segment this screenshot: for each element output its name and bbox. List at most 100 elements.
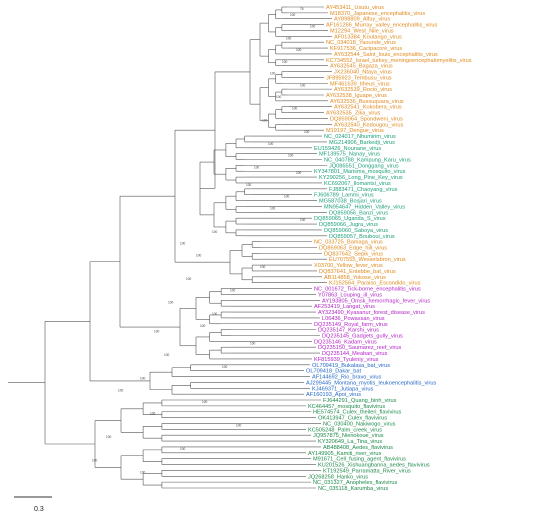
bootstrap-values: 76 100 100 100 100 100 100 100 100 100 100 100 100 10… xyxy=(92,7,316,474)
taxon-label: KC734552_Israel_turkey_meningoencephalom… xyxy=(326,58,472,64)
taxon-label: AY632541_Kokobera_virus xyxy=(334,105,402,111)
taxon-label: MF461639_Ilheus_virus xyxy=(330,81,390,87)
bootstrap-value: 100 xyxy=(236,423,242,427)
taxon-label: AF013384_Koutango_virus xyxy=(334,34,402,40)
bootstrap-value: 100 xyxy=(254,165,260,169)
taxon-label: DQ859056_Banzi_virus xyxy=(329,210,388,216)
taxon-label: NC_030400_Nakiwogo_virus xyxy=(323,421,396,427)
taxon-label: DQ859066_Jugra_virus xyxy=(319,222,378,228)
taxon-label: KC464457_mosquito_flavivirus xyxy=(308,404,385,410)
bootstrap-value: 100 xyxy=(284,195,290,199)
taxon-label: KC692067_Ilomantsi_virus xyxy=(324,181,391,187)
taxon-label: FJ606789_Lammi_virus xyxy=(314,193,374,199)
taxon-label: HE574574_Culex_theileri_flavivirus xyxy=(313,410,402,416)
bootstrap-value: 100 xyxy=(118,388,124,392)
taxon-label: AF161266_Murray_valley_encephalitis_viru… xyxy=(326,23,438,29)
bootstrap-value: 100 xyxy=(290,13,296,17)
taxon-label: DQ859064_Spondweni_virus xyxy=(330,116,403,122)
bootstrap-value: 100 xyxy=(292,107,298,111)
taxon-label: KF815939_Tyuleniy_virus xyxy=(314,357,379,363)
taxon-label: AY632540_Kedougou_virus xyxy=(334,122,403,128)
taxon-label: X03700_Yellow_fever_virus xyxy=(314,263,383,269)
taxon-label: M12294_West_Nile_virus xyxy=(330,28,394,34)
bootstrap-value: 100 xyxy=(260,265,266,269)
taxon-label: DQ859063_Edge_hill_virus xyxy=(319,246,387,252)
taxon-label: DQ235144_Meaban_virus xyxy=(322,351,388,357)
taxon-label: MN954647_Hidden_Valley_virus xyxy=(324,204,405,210)
taxon-label: NC_024017_Nhumirim_virus xyxy=(324,134,396,140)
taxon-label: JF895923_Tembusu_virus xyxy=(326,75,392,81)
bootstrap-value: 100 xyxy=(296,171,302,175)
taxon-label: AB114858_Yokose_virus xyxy=(324,275,386,281)
bootstrap-value: 100 xyxy=(270,206,276,210)
taxon-label: OL709419_Bukalasa_bat_virus xyxy=(312,363,390,369)
scale-bar-label: 0.3 xyxy=(34,506,44,513)
bootstrap-value: 100 xyxy=(202,400,208,404)
taxon-label: AY632538_Iguape_virus xyxy=(326,93,387,99)
bootstrap-value: 100 xyxy=(186,277,192,281)
bootstrap-value: 100 xyxy=(140,377,146,381)
bootstrap-value: 100 xyxy=(92,459,98,463)
taxon-label: DQ235145_Gadgets_gully_virus xyxy=(322,333,403,339)
taxon-label: AY632535_Zika_virus xyxy=(326,111,381,117)
taxon-label: DQ859060_Saboya_virus xyxy=(324,228,388,234)
taxon-label: AY323490_Kyasanur_forest_disease_virus xyxy=(318,310,425,316)
taxon-label: DQ859065_Uganda_S_virus xyxy=(314,216,386,222)
taxon-label: DQ235147_Karshi_virus xyxy=(318,328,379,334)
taxon-label: DQ837641_Entebbe_bat_virus xyxy=(319,269,396,275)
taxon-label: DQ235149_Royal_farm_virus xyxy=(314,322,388,328)
bootstrap-value: 100 xyxy=(106,435,112,439)
taxon-label: M91671_Cell_fusing_agent_flavivirus xyxy=(313,457,406,463)
bootstrap-value: 100 xyxy=(140,470,146,474)
taxon-label: DQ235150_Saumarez_reef_virus xyxy=(318,345,402,351)
bootstrap-value: 76 xyxy=(300,7,304,11)
bootstrap-value: 100 xyxy=(262,118,268,122)
taxon-label: NC_001672_Tick-borne_encephalitis_virus xyxy=(314,287,421,293)
bootstrap-value: 100 xyxy=(196,253,202,257)
bootstrap-value: 100 xyxy=(246,183,252,187)
taxon-label: AY149905_Kamiti_river_virus xyxy=(308,451,381,457)
taxon-label: KC505248_Palm_creek_virus xyxy=(308,427,382,433)
bootstrap-value: 100 xyxy=(310,25,316,29)
taxon-label: EU707555_Wesselsbron_virus xyxy=(329,257,406,263)
taxon-label: M19197_Dengue_virus xyxy=(326,128,384,134)
taxon-label: JX236040_Ntaya_virus xyxy=(334,70,392,76)
taxon-label: OL709418_Dakar_bat xyxy=(306,369,361,375)
bootstrap-value: 100 xyxy=(200,324,206,328)
tip-labels: AY453411_Usutu_virusM18370_Japanese_ence… xyxy=(306,5,472,492)
taxon-label: DQ235146_Kadam_virus xyxy=(314,339,377,345)
taxon-label: AY453411_Usutu_virus xyxy=(326,5,384,11)
bootstrap-value: 100 xyxy=(250,341,256,345)
taxon-label: EU159426_Nounane_virus xyxy=(314,146,381,152)
bootstrap-value: 100 xyxy=(282,60,288,64)
taxon-label: L06436_Powassan_virus xyxy=(322,316,385,322)
taxon-label: AF253419_Langat_virus xyxy=(314,304,375,310)
taxon-label: AF160193_Apoi_virus xyxy=(306,392,361,398)
bootstrap-value: 100 xyxy=(180,242,186,246)
taxon-label: OK413947_Culex_flavivirus xyxy=(318,416,387,422)
taxon-label: MG587038_Bosjari_virus xyxy=(319,199,382,205)
taxon-label: FJ644291_Quang_binh_virus xyxy=(323,398,397,404)
taxon-label: AF144692_Rio_bravo_virus xyxy=(312,375,382,381)
taxon-label: KF917536_Cacipacore_virus xyxy=(330,46,402,52)
taxon-label: M18370_Japanese_encephalitis_virus xyxy=(330,11,425,17)
taxon-label: DQ837642_Sepik_virus xyxy=(324,251,383,257)
bootstrap-value: 100 xyxy=(150,412,156,416)
taxon-label: DQ859057_Bouboui_virus xyxy=(329,234,395,240)
bootstrap-value: 100 xyxy=(304,130,310,134)
bootstrap-value: 100 xyxy=(164,353,170,357)
bootstrap-value: 100 xyxy=(276,95,282,99)
taxon-label: AY898809_Alfuy_virus xyxy=(334,17,390,23)
taxon-label: FJ883471_Chaoyang_virus xyxy=(329,187,398,193)
taxon-label: KU201526_Xishuangbanna_aedes_flavivirus xyxy=(318,463,430,469)
bootstrap-value: 100 xyxy=(270,72,276,76)
bootstrap-value: 100 xyxy=(222,365,228,369)
taxon-label: NC_033725_Bamaga_virus xyxy=(314,240,383,246)
taxon-label: Y07863_Louping_ill_virus xyxy=(318,292,382,298)
taxon-label: AJ299445_Montana_myotis_leukoencephaliti… xyxy=(306,380,436,386)
taxon-label: KY347801_Marisma_mosquito_virus xyxy=(314,169,406,175)
taxon-label: NC_035118_Karumba_virus xyxy=(318,486,388,492)
taxon-label: KJ469371_Jutiapa_virus xyxy=(312,386,373,392)
